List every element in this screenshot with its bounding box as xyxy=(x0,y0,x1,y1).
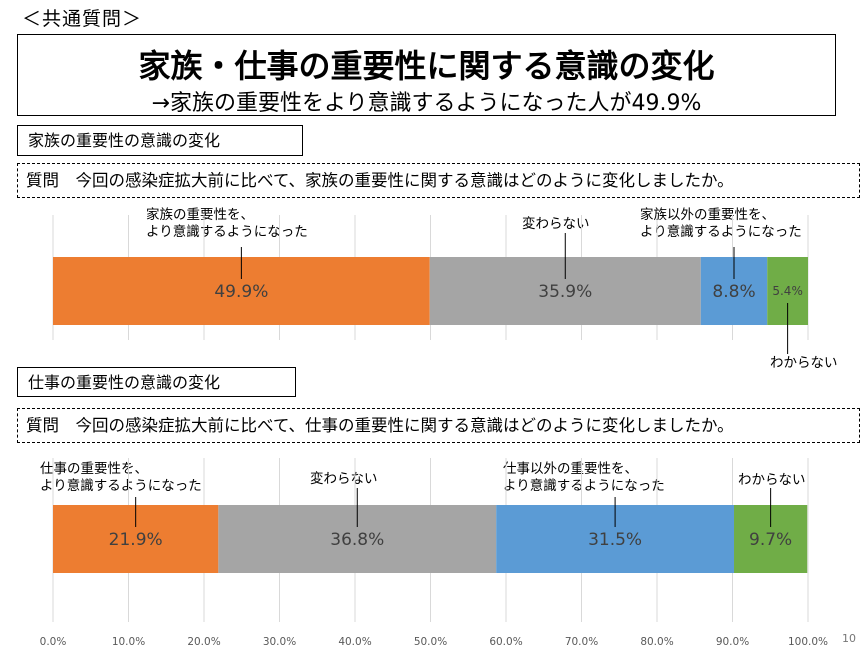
x-tick-label: 90.0% xyxy=(716,636,749,648)
x-tick-label: 60.0% xyxy=(489,636,522,648)
work-callout-unknown: わからない xyxy=(738,472,806,488)
data-label: 49.9% xyxy=(214,282,268,302)
data-label: 31.5% xyxy=(588,530,642,550)
section-tag: ＜共通質問＞ xyxy=(22,8,143,30)
work-callout-unchanged: 変わらない xyxy=(310,471,378,487)
work-callout-more-other: 仕事以外の重要性を、 より意識するようになった xyxy=(503,461,665,494)
data-label: 36.8% xyxy=(330,530,384,550)
x-tick-label: 0.0% xyxy=(40,636,67,648)
family-callout-more-other: 家族以外の重要性を、 より意識するようになった xyxy=(640,207,802,240)
x-tick-label: 40.0% xyxy=(338,636,371,648)
family-question-box: 質問 今回の感染症拡大前に比べて、家族の重要性に関する意識はどのように変化しまし… xyxy=(17,163,860,198)
work-question-box: 質問 今回の感染症拡大前に比べて、仕事の重要性に関する意識はどのように変化しまし… xyxy=(17,408,860,443)
data-label: 5.4% xyxy=(772,284,803,298)
x-tick-label: 50.0% xyxy=(414,636,447,648)
data-label: 8.8% xyxy=(712,282,755,302)
data-label: 9.7% xyxy=(749,530,792,550)
x-tick-label: 10.0% xyxy=(112,636,145,648)
data-label: 21.9% xyxy=(109,530,163,550)
page-title: 家族・仕事の重要性に関する意識の変化 xyxy=(138,47,715,85)
x-tick-label: 70.0% xyxy=(565,636,598,648)
page-subtitle: →家族の重要性をより意識するようになった人が49.9% xyxy=(151,91,702,116)
work-callout-more-work: 仕事の重要性を、 より意識するようになった xyxy=(40,461,202,494)
x-tick-label: 20.0% xyxy=(187,636,220,648)
family-callout-unknown: わからない xyxy=(770,355,838,371)
family-callout-unchanged: 変わらない xyxy=(522,216,590,232)
page-number: 10 xyxy=(842,632,856,645)
data-label: 35.9% xyxy=(538,282,592,302)
family-section-label: 家族の重要性の意識の変化 xyxy=(17,125,303,156)
x-tick-label: 80.0% xyxy=(640,636,673,648)
family-callout-more-family: 家族の重要性を、 より意識するようになった xyxy=(146,207,308,240)
title-box: 家族・仕事の重要性に関する意識の変化 →家族の重要性をより意識するようになった人… xyxy=(17,34,836,116)
x-tick-label: 100.0% xyxy=(788,636,828,648)
x-tick-label: 30.0% xyxy=(263,636,296,648)
work-section-label: 仕事の重要性の意識の変化 xyxy=(17,367,296,397)
